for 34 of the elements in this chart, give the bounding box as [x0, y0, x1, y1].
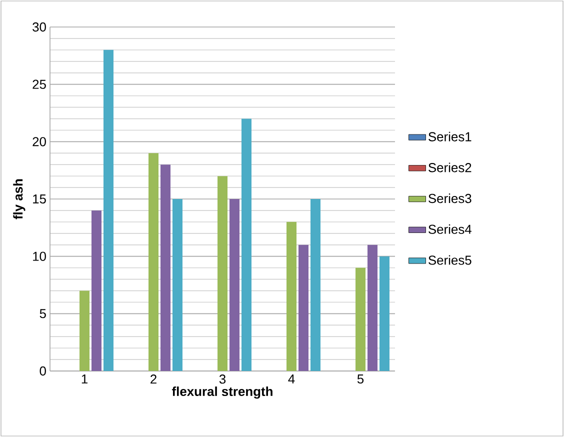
y-tick-label: 15: [33, 194, 46, 204]
y-tick-label: 5: [40, 309, 46, 318]
bar: [172, 199, 182, 371]
x-axis-title: flexural strength: [172, 386, 272, 399]
bar: [286, 222, 296, 371]
bar: [356, 268, 366, 371]
x-tick-label: 1: [82, 374, 88, 384]
y-tick-label: 30: [32, 22, 46, 32]
bar: [229, 199, 240, 371]
x-tick-label: 3: [219, 374, 226, 384]
bar: [103, 50, 114, 371]
legend-label: Series5: [428, 255, 472, 265]
bar: [91, 210, 102, 371]
x-tick-label: 5: [357, 374, 364, 384]
bar: [379, 256, 390, 371]
y-tick-label: 0: [40, 366, 46, 376]
legend-label: Series3: [428, 194, 472, 204]
y-axis-title: fly ash: [13, 179, 26, 220]
bar: [148, 153, 158, 371]
y-tick-label: 25: [32, 80, 46, 89]
bar: [218, 176, 228, 371]
legend-label: Series2: [428, 162, 472, 172]
y-tick-label: 10: [33, 252, 46, 261]
x-tick-label: 2: [150, 374, 156, 384]
x-tick-label: 4: [288, 374, 295, 384]
legend-label: Series4: [428, 224, 472, 234]
legend-label: Series1: [428, 132, 472, 142]
y-tick-label: 20: [32, 137, 46, 146]
bar: [367, 244, 378, 371]
bar: [160, 164, 170, 371]
bar: [241, 118, 252, 371]
bar: [298, 244, 308, 371]
bar: [80, 290, 90, 371]
bar: [310, 199, 320, 371]
